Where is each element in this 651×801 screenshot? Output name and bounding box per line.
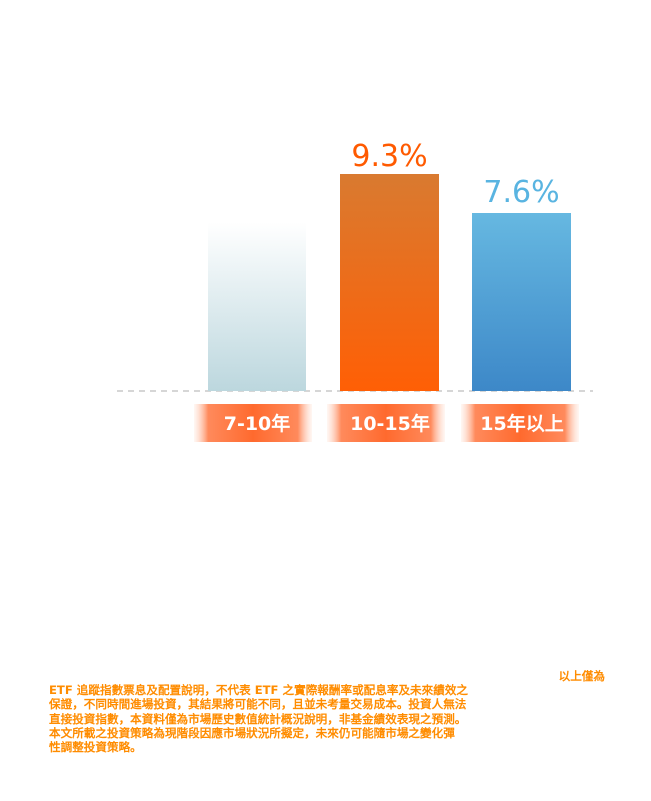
bar-15-plus — [472, 213, 571, 391]
value-label-15-plus: 7.6% — [483, 175, 559, 210]
category-tag-7-10: 7-10年 — [194, 404, 312, 442]
category-tag-15-plus: 15年以上 — [461, 404, 579, 442]
bar-7-10 — [208, 222, 306, 391]
value-label-10-15: 9.3% — [351, 139, 427, 174]
category-tag-10-15: 10-15年 — [327, 404, 445, 442]
bar-chart: 9.3% 7.6% 7-10年 10-15年 15年以上 — [117, 139, 593, 442]
category-label-10-15: 10-15年 — [350, 412, 430, 435]
category-label-7-10: 7-10年 — [224, 412, 291, 435]
disclaimer-body: ETF 追蹤指數票息及配置說明，不代表 ETF 之實際報酬率或配息率及未來績效之… — [49, 683, 469, 755]
category-label-15-plus: 15年以上 — [480, 412, 563, 435]
disclaimer-heading: 以上僅為 — [558, 669, 605, 683]
bar-10-15 — [340, 174, 439, 391]
disclaimer: 以上僅為 ETF 追蹤指數票息及配置說明，不代表 ETF 之實際報酬率或配息率及… — [49, 669, 605, 754]
